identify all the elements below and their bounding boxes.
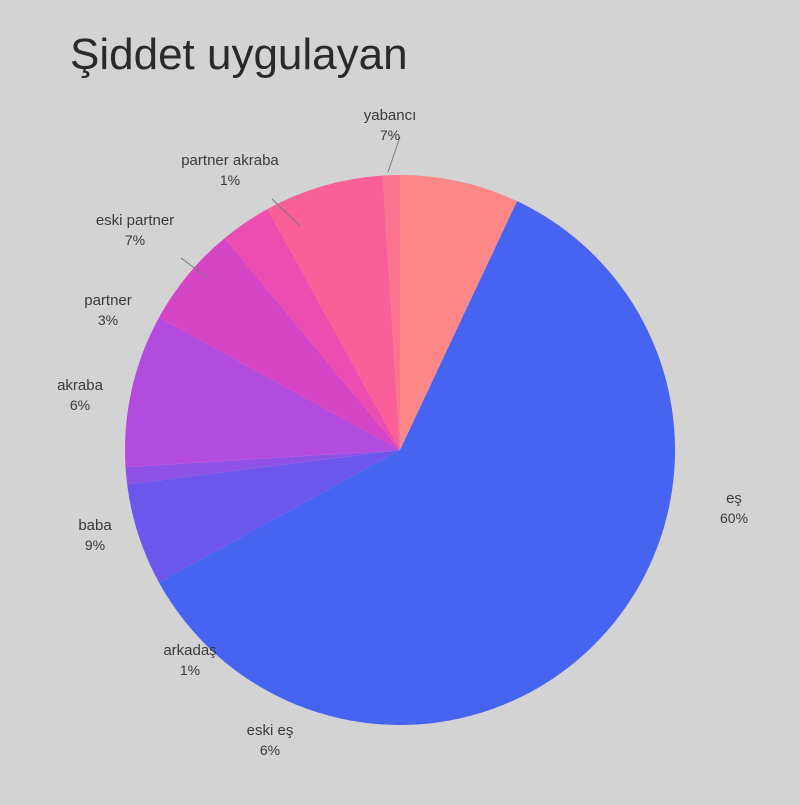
slice-label-name: partner akraba xyxy=(181,151,279,171)
slice-label-pct: 6% xyxy=(247,741,294,759)
slice-label-pct: 7% xyxy=(364,126,417,144)
slice-label-pct: 60% xyxy=(720,509,748,527)
slice-label-name: arkadaş xyxy=(163,641,216,661)
slice-label: arkadaş1% xyxy=(163,641,216,679)
slice-label-pct: 7% xyxy=(96,231,174,249)
slice-label-name: yabancı xyxy=(364,106,417,126)
slice-label-pct: 9% xyxy=(78,536,111,554)
slice-label: akraba6% xyxy=(57,376,103,414)
slice-label-pct: 6% xyxy=(57,396,103,414)
slice-label: eski eş6% xyxy=(247,721,294,759)
pie-chart: yabancı7%eş60%eski eş6%arkadaş1%baba9%ak… xyxy=(0,0,800,800)
slice-label-name: eski eş xyxy=(247,721,294,741)
slice-label: eş60% xyxy=(720,489,748,527)
slice-label-pct: 1% xyxy=(181,171,279,189)
slice-label-pct: 3% xyxy=(84,311,132,329)
slice-label: baba9% xyxy=(78,516,111,554)
slice-label: partner3% xyxy=(84,291,132,329)
slice-label: partner akraba1% xyxy=(181,151,279,189)
slice-label-name: akraba xyxy=(57,376,103,396)
slice-label: eski partner7% xyxy=(96,211,174,249)
slice-label-name: eski partner xyxy=(96,211,174,231)
slice-label: yabancı7% xyxy=(364,106,417,144)
slice-label-name: eş xyxy=(720,489,748,509)
slice-label-name: baba xyxy=(78,516,111,536)
slice-label-pct: 1% xyxy=(163,661,216,679)
slice-label-name: partner xyxy=(84,291,132,311)
